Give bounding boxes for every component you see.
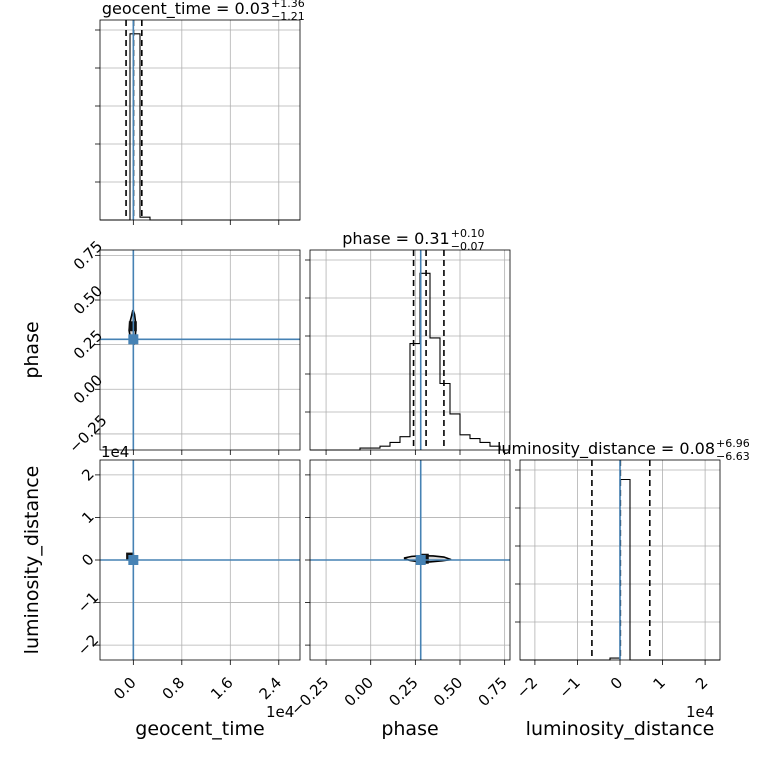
x-offset-geocent-time: 1e4 bbox=[266, 703, 294, 721]
y-tick-label-luminosity_distance: 1 bbox=[78, 508, 97, 527]
y-tick-label-luminosity_distance: 0 bbox=[78, 550, 97, 569]
panel-title-phase: phase = 0.31 +0.10−0.07 bbox=[342, 227, 484, 253]
panel-title-luminosity_distance: luminosity_distance = 0.08 +6.96−6.63 bbox=[497, 437, 750, 463]
y-tick-label-phase: 0.50 bbox=[70, 282, 106, 318]
panel-frame bbox=[309, 249, 511, 451]
panel-frame bbox=[309, 459, 511, 661]
panel-title-minus: −6.63 bbox=[716, 450, 750, 463]
x-offset-luminosity-distance: 1e4 bbox=[686, 703, 714, 721]
x-tick-label-geocent_time: 2.4 bbox=[256, 674, 286, 704]
x-tick-label-phase: 0.00 bbox=[341, 674, 377, 710]
panel-title-plus: +1.36 bbox=[271, 0, 305, 10]
x-tick-label-phase: 0.75 bbox=[475, 674, 511, 710]
panel-title-minus: −0.07 bbox=[451, 240, 485, 253]
y-tick-label-luminosity_distance: −2 bbox=[74, 631, 102, 659]
panel-title-plus: +0.10 bbox=[451, 227, 485, 240]
panel-luminosity_distance-vs-geocent_time bbox=[95, 459, 301, 665]
x-axis-label-luminosity_distance: luminosity_distance bbox=[526, 718, 715, 740]
x-tick-label-geocent_time: 1.6 bbox=[207, 674, 237, 704]
x-tick-label-luminosity_distance: −1 bbox=[555, 674, 583, 702]
panel-title-text: geocent_time = 0.03 bbox=[102, 0, 270, 19]
panel-geocent_time-hist: geocent_time = 0.03 +1.36−1.21 bbox=[95, 0, 305, 225]
truth-marker bbox=[128, 334, 139, 345]
x-axis-label-geocent_time: geocent_time bbox=[135, 718, 264, 740]
y-tick-label-phase: 0.25 bbox=[70, 326, 106, 362]
x-tick-label-luminosity_distance: −2 bbox=[513, 674, 541, 702]
y-axis-label-luminosity_distance: luminosity_distance bbox=[21, 466, 43, 655]
histogram-geocent_time bbox=[100, 33, 300, 221]
panel-frame bbox=[99, 19, 301, 221]
panel-phase-vs-geocent_time bbox=[95, 249, 301, 455]
x-tick-label-luminosity_distance: 0 bbox=[607, 674, 626, 693]
panel-title-plus: +6.96 bbox=[716, 437, 750, 450]
truth-marker bbox=[128, 555, 139, 565]
y-axis-label-phase: phase bbox=[21, 321, 43, 378]
panel-phase-hist: phase = 0.31 +0.10−0.07 bbox=[305, 227, 511, 455]
x-tick-label-luminosity_distance: 1 bbox=[649, 674, 668, 693]
panel-frame bbox=[99, 459, 301, 661]
x-tick-label-luminosity_distance: 2 bbox=[692, 674, 711, 693]
x-tick-label-phase: 0.50 bbox=[430, 674, 466, 710]
y-tick-label-luminosity_distance: 2 bbox=[78, 465, 97, 484]
panel-title-minus: −1.21 bbox=[271, 10, 305, 23]
panel-luminosity_distance-vs-phase bbox=[305, 459, 511, 665]
x-tick-label-geocent_time: 0.8 bbox=[159, 674, 189, 704]
x-axis-label-phase: phase bbox=[381, 718, 438, 740]
x-tick-label-phase: 0.25 bbox=[385, 674, 421, 710]
panel-frame bbox=[519, 459, 721, 661]
truth-marker bbox=[415, 555, 426, 565]
y-offset-luminosity-distance: 1e4 bbox=[101, 443, 129, 461]
panel-frame bbox=[99, 249, 301, 451]
histogram-phase bbox=[310, 272, 510, 451]
y-tick-label-phase: 0.00 bbox=[70, 371, 106, 407]
panel-luminosity_distance-hist: luminosity_distance = 0.08 +6.96−6.63 bbox=[497, 437, 750, 665]
panel-title-text: phase = 0.31 bbox=[342, 229, 449, 248]
panel-title-text: luminosity_distance = 0.08 bbox=[497, 439, 715, 459]
x-tick-label-geocent_time: 0.0 bbox=[110, 674, 140, 704]
y-tick-label-phase: 0.75 bbox=[70, 237, 106, 273]
panel-title-geocent_time: geocent_time = 0.03 +1.36−1.21 bbox=[102, 0, 305, 23]
y-tick-label-luminosity_distance: −1 bbox=[74, 588, 102, 616]
